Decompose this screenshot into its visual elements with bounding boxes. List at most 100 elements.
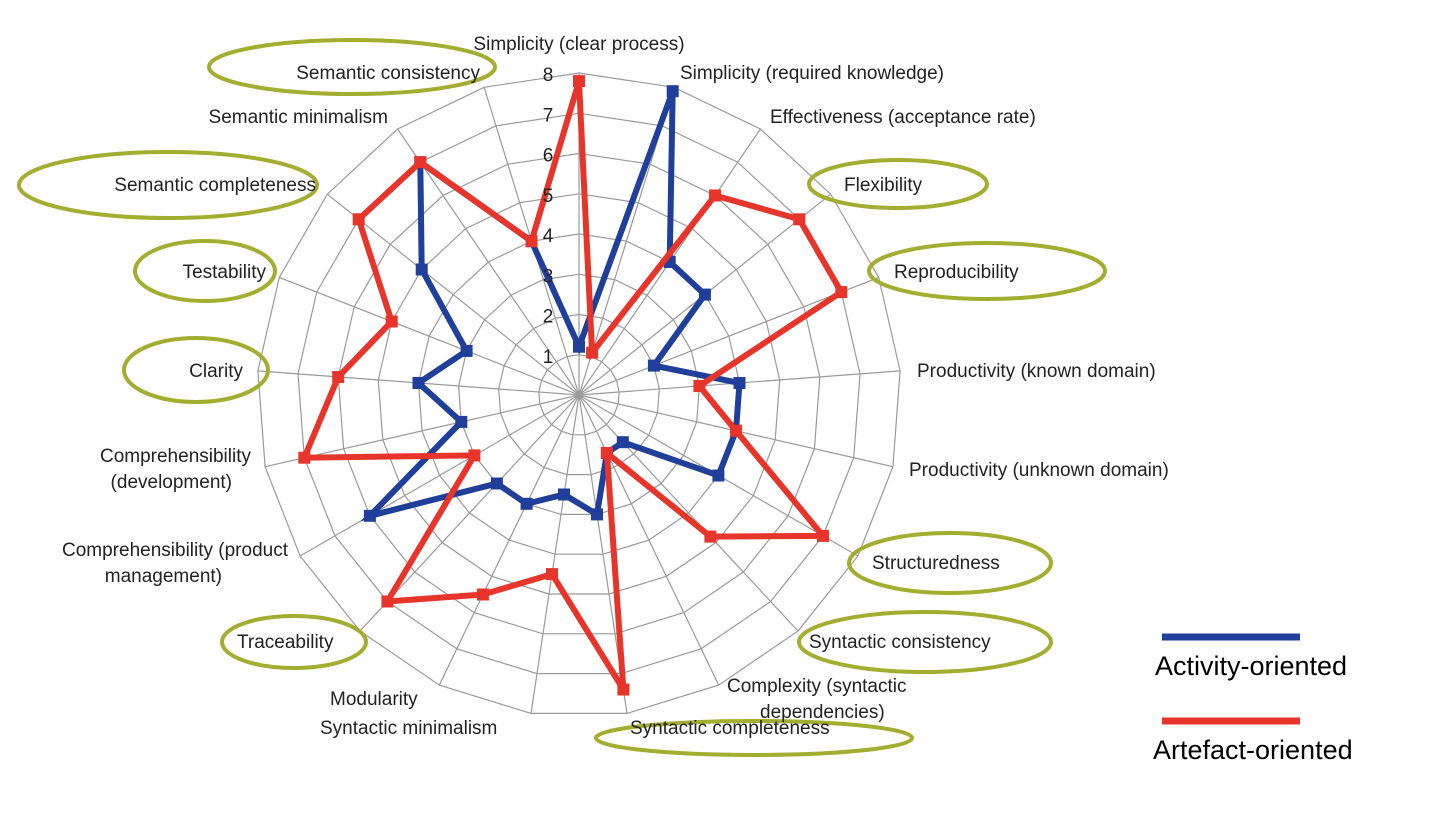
highlight-ellipse-syntactic-completeness [594, 719, 914, 757]
category-label-syntactic-consistency: Syntactic consistency [809, 632, 991, 653]
category-label-comprehensibility-development-: Comprehensibility (development) [100, 446, 252, 493]
category-label-syntactic-completeness: Syntactic completeness [630, 718, 830, 739]
category-label-syntactic-minimalism: Syntactic minimalism [320, 718, 497, 739]
grid-ring [377, 193, 781, 595]
highlight-ellipse-reproducibility [867, 241, 1107, 301]
grid-ring [257, 72, 901, 715]
data-point-activity-oriented [616, 436, 629, 449]
data-point-artefact-oriented [546, 568, 558, 581]
tick-label: 1 [543, 347, 554, 368]
data-point-artefact-oriented [573, 75, 585, 88]
grid-spoke [578, 394, 799, 632]
category-label-semantic-consistency: Semantic consistency [296, 63, 480, 84]
grid-spoke [299, 394, 580, 557]
highlight-ellipse-testability [133, 239, 277, 303]
highlight-ellipse-flexibility [807, 158, 989, 210]
data-point-activity-oriented [490, 477, 503, 490]
data-point-artefact-oriented [385, 315, 398, 328]
grid-spoke [326, 193, 580, 396]
tick-label: 5 [543, 186, 554, 207]
legend-label-activity: Activity-oriented [1155, 651, 1347, 681]
grid-ring [417, 233, 741, 555]
category-label-flexibility: Flexibility [844, 175, 923, 196]
data-point-artefact-oriented [332, 371, 345, 383]
category-label-complexity-syntactic-dependencies-: Complexity (syntactic dependencies) [727, 676, 907, 723]
series-line-activity-oriented [360, 90, 743, 522]
data-point-activity-oriented [591, 508, 603, 521]
tick-label: 7 [543, 105, 554, 126]
data-point-activity-oriented [558, 488, 570, 501]
highlight-ellipse-structuredness [847, 531, 1053, 595]
data-point-artefact-oriented [525, 235, 538, 248]
category-label-testability: Testability [183, 262, 267, 283]
data-point-activity-oriented [666, 85, 679, 98]
category-labels: Simplicity (clear process) Simplicity (re… [62, 34, 1169, 739]
category-label-modularity: Modularity [330, 689, 418, 710]
data-point-activity-oriented [460, 344, 473, 357]
category-label-semantic-minimalism: Semantic minimalism [209, 107, 388, 128]
grid-ring [538, 354, 620, 436]
highlight-ellipse-syntactic-consistency [797, 610, 1053, 674]
grid-spoke [530, 394, 580, 714]
data-point-activity-oriented [363, 509, 376, 522]
data-point-activity-oriented [520, 497, 533, 510]
highlight-ellipses [17, 38, 1107, 757]
grid-spoke [397, 128, 580, 396]
data-point-artefact-oriented [730, 424, 742, 437]
category-label-traceability: Traceability [237, 632, 334, 653]
data-point-artefact-oriented [586, 346, 599, 359]
data-point-artefact-oriented [352, 213, 365, 226]
category-label-reproducibility: Reproducibility [894, 262, 1019, 283]
highlight-ellipse-semantic-consistency [207, 38, 497, 96]
legend: Activity-oriented Artefact-oriented [1153, 633, 1353, 765]
grid-spoke [578, 394, 720, 686]
category-label-structuredness: Structuredness [872, 553, 1000, 574]
data-point-artefact-oriented [617, 683, 630, 696]
data-point-artefact-oriented [468, 449, 481, 462]
category-label-clarity: Clarity [189, 361, 243, 382]
radial-tick-labels: 1 2 3 4 5 6 7 8 [543, 65, 554, 368]
tick-label: 3 [543, 266, 554, 287]
tick-label: 2 [543, 307, 554, 328]
data-point-activity-oriented [455, 415, 468, 428]
data-point-activity-oriented [573, 340, 585, 353]
category-label-effectiveness-acceptance-rate-: Effectiveness (acceptance rate) [770, 107, 1036, 128]
tick-label: 4 [543, 226, 554, 247]
data-point-activity-oriented [712, 469, 725, 482]
grid-ring [457, 273, 701, 516]
data-point-activity-oriented [647, 359, 660, 372]
highlight-ellipse-clarity [122, 336, 270, 404]
highlight-ellipse-traceability [220, 614, 368, 670]
tick-label: 6 [543, 146, 554, 167]
category-label-comprehensibility-product-management-: Comprehensibility (product management) [62, 540, 289, 587]
grid-ring [498, 313, 660, 476]
series-line-artefact-oriented [299, 80, 846, 692]
category-label-productivity-unknown-domain-: Productivity (unknown domain) [909, 460, 1169, 481]
data-point-artefact-oriented [600, 447, 613, 459]
legend-label-artefact: Artefact-oriented [1153, 735, 1353, 765]
data-point-artefact-oriented [476, 588, 489, 601]
data-point-artefact-oriented [381, 595, 394, 608]
grid-spoke [279, 276, 580, 396]
data-point-artefact-oriented [793, 213, 806, 226]
grid-spoke [438, 394, 580, 686]
data-point-artefact-oriented [298, 451, 311, 464]
data-point-activity-oriented [415, 263, 428, 276]
data-point-artefact-oriented [835, 286, 848, 299]
data-point-artefact-oriented [414, 156, 427, 169]
data-point-artefact-oriented [709, 189, 721, 202]
data-point-activity-oriented [412, 377, 425, 389]
highlight-ellipse-semantic-completeness [17, 150, 319, 220]
tick-label: 8 [543, 65, 554, 86]
data-point-activity-oriented [698, 288, 711, 301]
category-label-simplicity-required-knowledge-: Simplicity (required knowledge) [680, 63, 944, 84]
data-point-artefact-oriented [693, 380, 706, 392]
data-point-artefact-oriented [704, 530, 717, 543]
category-label-productivity-known-domain-: Productivity (known domain) [917, 361, 1156, 382]
grid-ring [337, 152, 821, 635]
data-point-artefact-oriented [817, 529, 829, 542]
data-series [298, 75, 848, 696]
category-label-semantic-completeness: Semantic completeness [114, 175, 316, 196]
data-point-activity-oriented [733, 377, 746, 389]
